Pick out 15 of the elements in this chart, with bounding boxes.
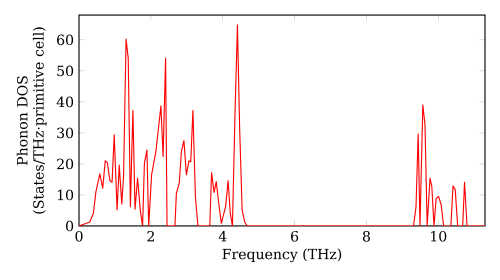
x-axis-title: Frequency (THz) xyxy=(222,248,342,262)
x-tick-label: 0 xyxy=(75,230,83,242)
y-tick-label: 20 xyxy=(57,158,74,170)
x-tick-label: 2 xyxy=(147,230,154,242)
y-axis-title: Phonon DOS (States/THz·primitive cell) xyxy=(16,27,47,214)
y-tick-label: 40 xyxy=(56,96,74,108)
x-tick-label: 10 xyxy=(431,230,446,242)
x-tick-label: 4 xyxy=(218,230,226,242)
y-tick-label: 10 xyxy=(58,190,74,200)
y-tick-label: 50 xyxy=(57,66,74,76)
x-tick-label: 6 xyxy=(291,230,298,242)
y-tick-label: 30 xyxy=(57,128,74,138)
y-tick-label: 0 xyxy=(66,220,74,232)
y-tick-label: 60 xyxy=(57,34,74,46)
x-tick-label: 8 xyxy=(362,230,370,242)
